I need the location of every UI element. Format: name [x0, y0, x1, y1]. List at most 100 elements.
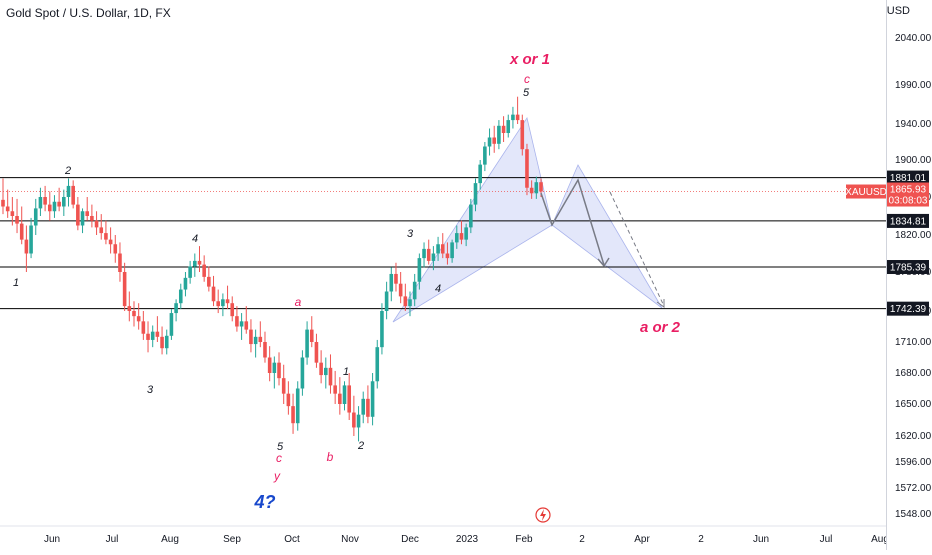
candle-body	[417, 258, 422, 282]
candle-body	[113, 244, 118, 254]
x-tick-label: Dec	[401, 534, 419, 545]
candle-body	[132, 311, 136, 317]
candle-body	[225, 299, 230, 304]
candle-body	[431, 253, 436, 261]
candle-body	[412, 281, 417, 300]
candle-body	[426, 248, 431, 261]
candle-body	[267, 357, 272, 373]
candle-body	[506, 120, 511, 133]
candle-body	[33, 208, 38, 226]
projection-arrowhead	[597, 257, 610, 268]
candle-body	[244, 321, 249, 330]
x-tick-label: 2	[698, 534, 704, 545]
wave-label: 5	[523, 87, 530, 99]
candle-body	[235, 316, 239, 327]
candle-body	[497, 125, 501, 144]
candle-body	[281, 378, 286, 394]
y-tick-label: 1620.00	[895, 431, 932, 442]
candle-body	[197, 260, 202, 265]
candle-body	[1, 199, 5, 207]
wave-label: y	[273, 469, 281, 483]
y-tick-label: 1710.00	[895, 337, 932, 348]
candle-body	[525, 149, 529, 188]
candle-body	[10, 211, 15, 216]
candle-body	[202, 264, 206, 277]
candle-body	[15, 216, 19, 224]
candle-body	[207, 276, 211, 287]
wave-label: 3	[407, 228, 414, 240]
candle-body	[188, 266, 192, 278]
wave-label: 2	[64, 165, 71, 177]
candle-body	[361, 398, 366, 415]
candle-body	[375, 347, 380, 382]
candle-body	[436, 244, 440, 254]
candle-body	[380, 311, 384, 348]
candle-body	[342, 385, 347, 404]
x-tick-label: Oct	[284, 534, 300, 545]
y-tick-label: 1596.00	[895, 457, 932, 468]
candle-body	[464, 227, 468, 240]
candle-body	[459, 233, 464, 240]
x-tick-label: Nov	[341, 534, 359, 545]
projection-line	[540, 178, 605, 266]
y-tick-label: 1740.00	[895, 306, 932, 317]
x-tick-label: 2	[579, 534, 585, 545]
wave-label: x or 1	[509, 51, 550, 68]
harmonic-pattern	[392, 117, 663, 323]
candle-body	[295, 388, 300, 424]
wave-label: 5	[277, 441, 284, 453]
candle-body	[473, 183, 478, 205]
candle-body	[300, 357, 305, 389]
candle-body	[384, 291, 389, 311]
candle-body	[492, 137, 497, 144]
candle-body	[450, 242, 454, 259]
x-tick-label: Aug	[161, 534, 179, 545]
candle-body	[178, 289, 183, 304]
candle-body	[501, 125, 506, 133]
wave-label: 3	[147, 384, 154, 396]
candle-body	[328, 367, 333, 386]
candle-body	[366, 398, 370, 417]
candle-body	[66, 185, 71, 197]
candle-body	[90, 216, 94, 221]
candle-body	[47, 204, 52, 212]
candle-body	[43, 197, 47, 205]
wave-label: c	[276, 451, 282, 465]
candle-body	[258, 336, 263, 342]
lightning-icon[interactable]	[535, 507, 551, 523]
candle-body	[99, 227, 104, 234]
x-tick-label: 2023	[456, 534, 479, 545]
candle-body	[286, 393, 291, 407]
candle-body	[160, 336, 164, 349]
candle-body	[398, 283, 403, 297]
wave-label: 4	[192, 233, 198, 245]
candle-body	[118, 253, 122, 272]
candle-body	[511, 114, 515, 121]
y-tick-label: 1780.00	[895, 267, 932, 278]
candle-body	[24, 239, 29, 254]
candle-body	[445, 253, 450, 259]
candle-body	[356, 414, 361, 428]
y-tick-label: 1990.00	[895, 80, 932, 91]
x-tick-label: Apr	[634, 534, 650, 545]
wave-label: 1	[343, 366, 349, 378]
candle-body	[108, 239, 113, 245]
y-tick-label: 1572.00	[895, 483, 932, 494]
x-tick-label: Jun	[44, 534, 60, 545]
candle-body	[309, 329, 314, 342]
price-axis[interactable]: 2040.00 1990.00 1940.00 1900.00 1860.00 1820.…	[886, 0, 932, 550]
candle-body	[319, 362, 323, 376]
candle-body	[136, 316, 141, 322]
candle-body	[5, 206, 10, 212]
candle-body	[62, 197, 66, 207]
candle-body	[169, 313, 174, 336]
candle-body	[104, 233, 108, 240]
candle-body	[333, 385, 337, 394]
candle-body	[539, 182, 543, 192]
candle-body	[454, 233, 459, 243]
wave-label: 2	[357, 440, 364, 452]
wave-label: a or 2	[640, 319, 681, 336]
candle-body	[52, 201, 57, 212]
